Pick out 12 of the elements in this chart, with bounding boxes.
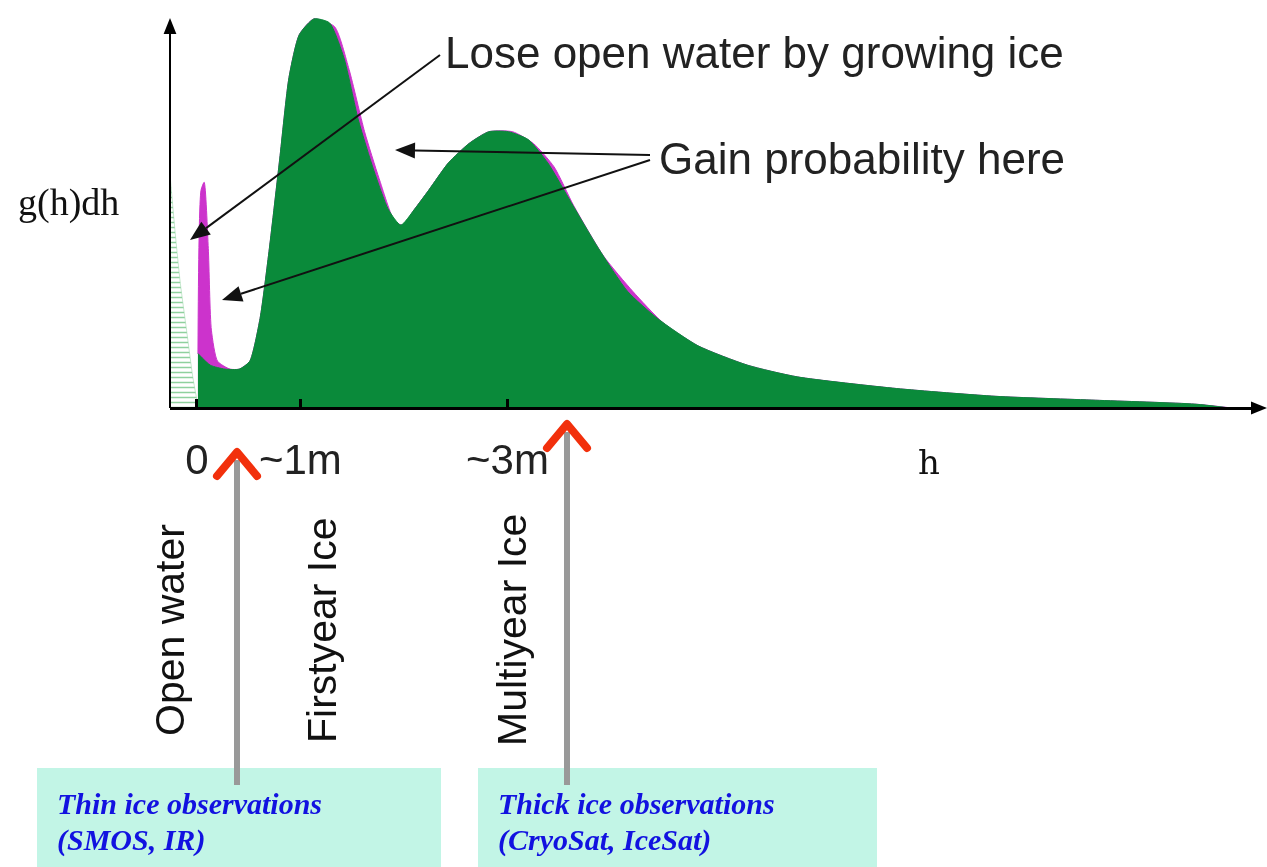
- annotation: Lose open water by growing ice: [445, 28, 1064, 77]
- annotation: Gain probability here: [659, 134, 1066, 183]
- x-tick-label: 0: [185, 436, 209, 484]
- y-axis-title: g(h)dh: [18, 181, 120, 224]
- x-tick-label: ~3m: [465, 436, 549, 484]
- text: Multiyear Ice: [489, 513, 535, 746]
- x-tick-label: ~1m: [258, 436, 342, 484]
- text: Firstyear Ice: [299, 517, 345, 743]
- text: Thin ice observations (SMOS, IR): [37, 768, 441, 867]
- text: Open water: [147, 524, 193, 736]
- text: Thick ice observations (CryoSat, IceSat): [478, 768, 877, 867]
- x-axis-title: h: [918, 442, 940, 482]
